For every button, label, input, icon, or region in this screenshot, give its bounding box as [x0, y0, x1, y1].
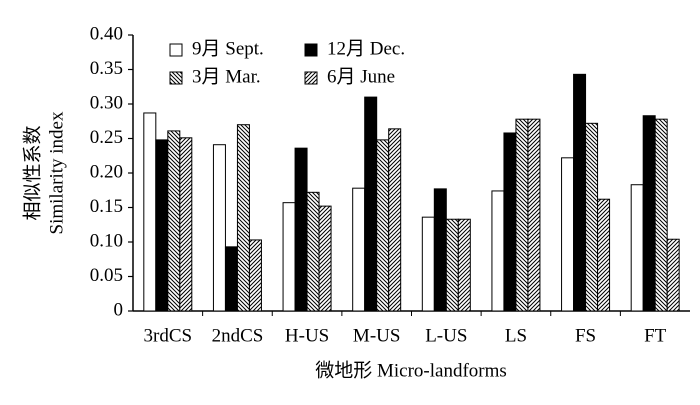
bar [585, 122, 599, 312]
bar [306, 191, 320, 312]
y-tick-label: 0.20 [90, 161, 123, 182]
y-tick-label: 0.25 [90, 127, 123, 148]
y-axis-title: 相似性系数 Similarity index [21, 111, 67, 234]
bar [318, 205, 332, 312]
bar [282, 202, 296, 312]
y-tick-label: 0.40 [90, 23, 123, 44]
y-tick-label: 0.10 [90, 230, 123, 251]
y-tick-label: 0.05 [90, 265, 123, 286]
bar [630, 184, 644, 312]
bar [654, 118, 668, 312]
bar [642, 115, 656, 312]
bar [212, 144, 226, 312]
x-tick-label: H-US [285, 325, 329, 346]
bar [491, 190, 505, 312]
bar [421, 216, 435, 312]
legend-swatch [169, 71, 183, 85]
bar [248, 239, 262, 312]
legend-swatch [169, 43, 183, 57]
bar [236, 124, 250, 312]
bar [143, 112, 157, 312]
x-tick-label: 2ndCS [212, 325, 264, 346]
legend-label: 6月 June [327, 66, 395, 87]
bar [167, 130, 181, 312]
bar [666, 238, 680, 312]
y-tick-label: 0.15 [90, 196, 123, 217]
bar [294, 147, 308, 312]
legend-swatch [304, 71, 318, 85]
legend-label: 3月 Mar. [192, 66, 261, 87]
bar [364, 96, 378, 312]
bar [433, 188, 447, 312]
bar [561, 157, 575, 312]
legend-swatch [304, 43, 318, 57]
x-tick-label: L-US [425, 325, 467, 346]
legend-label: 9月 Sept. [192, 38, 264, 59]
bar [376, 139, 390, 312]
legend-label: 12月 Dec. [327, 38, 405, 59]
x-tick-label: FT [644, 325, 667, 346]
y-tick-label: 0.35 [90, 58, 123, 79]
y-tick-label: 0 [114, 299, 124, 320]
x-axis-title: 微地形 Micro-landforms [315, 359, 507, 381]
bar [352, 187, 366, 312]
x-tick-label: 3rdCS [144, 325, 193, 346]
bar [445, 218, 459, 312]
bar [155, 139, 169, 312]
bar [457, 218, 471, 312]
x-tick-label: FS [575, 325, 596, 346]
bar [515, 118, 529, 312]
bar [388, 128, 402, 312]
y-axis-title-line: 相似性系数 [21, 125, 43, 220]
y-axis-title-line: Similarity index [46, 111, 67, 234]
x-tick-label: M-US [353, 325, 401, 346]
bar [597, 198, 611, 312]
bar [573, 73, 587, 312]
bar [503, 132, 517, 312]
y-tick-label: 0.30 [90, 92, 123, 113]
x-tick-label: LS [505, 325, 527, 346]
bar [224, 246, 238, 312]
bar [179, 137, 193, 312]
bar [527, 118, 541, 312]
